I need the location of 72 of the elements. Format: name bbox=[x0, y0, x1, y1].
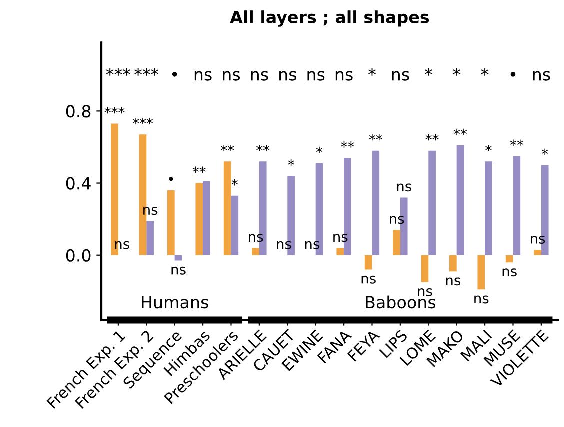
annotation: Baboons bbox=[366, 296, 436, 309]
annotation: ns bbox=[336, 71, 353, 81]
bar bbox=[534, 250, 542, 256]
y-tick-label: 0.0 bbox=[66, 249, 91, 262]
bar bbox=[364, 255, 372, 270]
data-label: * bbox=[288, 160, 294, 166]
data-label: • bbox=[169, 177, 174, 182]
annotation: ns bbox=[223, 71, 240, 81]
bar bbox=[224, 162, 232, 256]
bar bbox=[478, 255, 486, 290]
y-tick-label: 0.4 bbox=[66, 177, 91, 190]
data-label: ns bbox=[418, 288, 432, 296]
annotation: ns bbox=[280, 71, 296, 81]
data-label: ns bbox=[249, 234, 264, 242]
annotation: ns bbox=[533, 71, 550, 81]
bar bbox=[393, 230, 400, 256]
bar bbox=[485, 162, 492, 256]
annotation: • bbox=[510, 72, 516, 77]
bar bbox=[203, 181, 210, 256]
bar bbox=[428, 150, 436, 256]
annotation: *** bbox=[134, 68, 159, 76]
bar bbox=[450, 255, 457, 272]
data-label: * bbox=[316, 146, 323, 154]
annotation: • bbox=[172, 72, 178, 77]
annotation: * bbox=[481, 68, 489, 76]
bar bbox=[196, 183, 204, 256]
data-label: ns bbox=[362, 276, 376, 284]
chart-title: All layers ; all shapes bbox=[230, 10, 430, 27]
data-label: ** bbox=[256, 145, 270, 152]
data-label: ** bbox=[426, 134, 439, 141]
data-label: ns bbox=[446, 278, 461, 286]
data-label: ns bbox=[390, 216, 404, 224]
data-label: ** bbox=[221, 145, 234, 152]
data-label: ns bbox=[305, 241, 320, 250]
data-label: ns bbox=[474, 296, 489, 304]
annotation: * bbox=[453, 68, 461, 76]
annotation: ns bbox=[194, 71, 212, 81]
data-label: ns bbox=[531, 236, 546, 244]
annotation: * bbox=[424, 68, 432, 76]
bar bbox=[336, 248, 344, 256]
data-label: ns bbox=[277, 241, 292, 250]
data-label: * bbox=[232, 179, 238, 186]
data-label: *** bbox=[132, 118, 153, 124]
annotation: ns bbox=[308, 71, 325, 81]
bar bbox=[421, 255, 429, 282]
data-label: ** bbox=[369, 134, 382, 141]
bar bbox=[513, 156, 521, 256]
annotation: ns bbox=[251, 71, 268, 81]
bar bbox=[231, 196, 239, 256]
bar bbox=[168, 190, 175, 256]
bar bbox=[174, 255, 182, 261]
data-label: * bbox=[486, 145, 492, 152]
data-label: ** bbox=[341, 142, 354, 148]
bar bbox=[456, 145, 464, 256]
annotation: * bbox=[368, 68, 376, 76]
bar bbox=[372, 150, 380, 256]
bar bbox=[252, 248, 260, 256]
y-tick-label: 0.8 bbox=[66, 105, 91, 118]
annotation: Humans bbox=[142, 296, 208, 309]
bar bbox=[146, 221, 154, 256]
annotation: ns bbox=[392, 71, 410, 81]
data-label: *** bbox=[104, 107, 125, 114]
data-label: * bbox=[542, 148, 548, 156]
data-label: ** bbox=[454, 128, 468, 136]
bar bbox=[506, 255, 514, 263]
data-label: ns bbox=[397, 184, 412, 192]
data-label: ns bbox=[502, 268, 517, 277]
annotation: *** bbox=[106, 68, 130, 76]
data-label: ** bbox=[192, 166, 206, 174]
data-label: ns bbox=[172, 266, 186, 275]
data-label: ns bbox=[334, 234, 348, 242]
data-label: ** bbox=[510, 140, 524, 146]
